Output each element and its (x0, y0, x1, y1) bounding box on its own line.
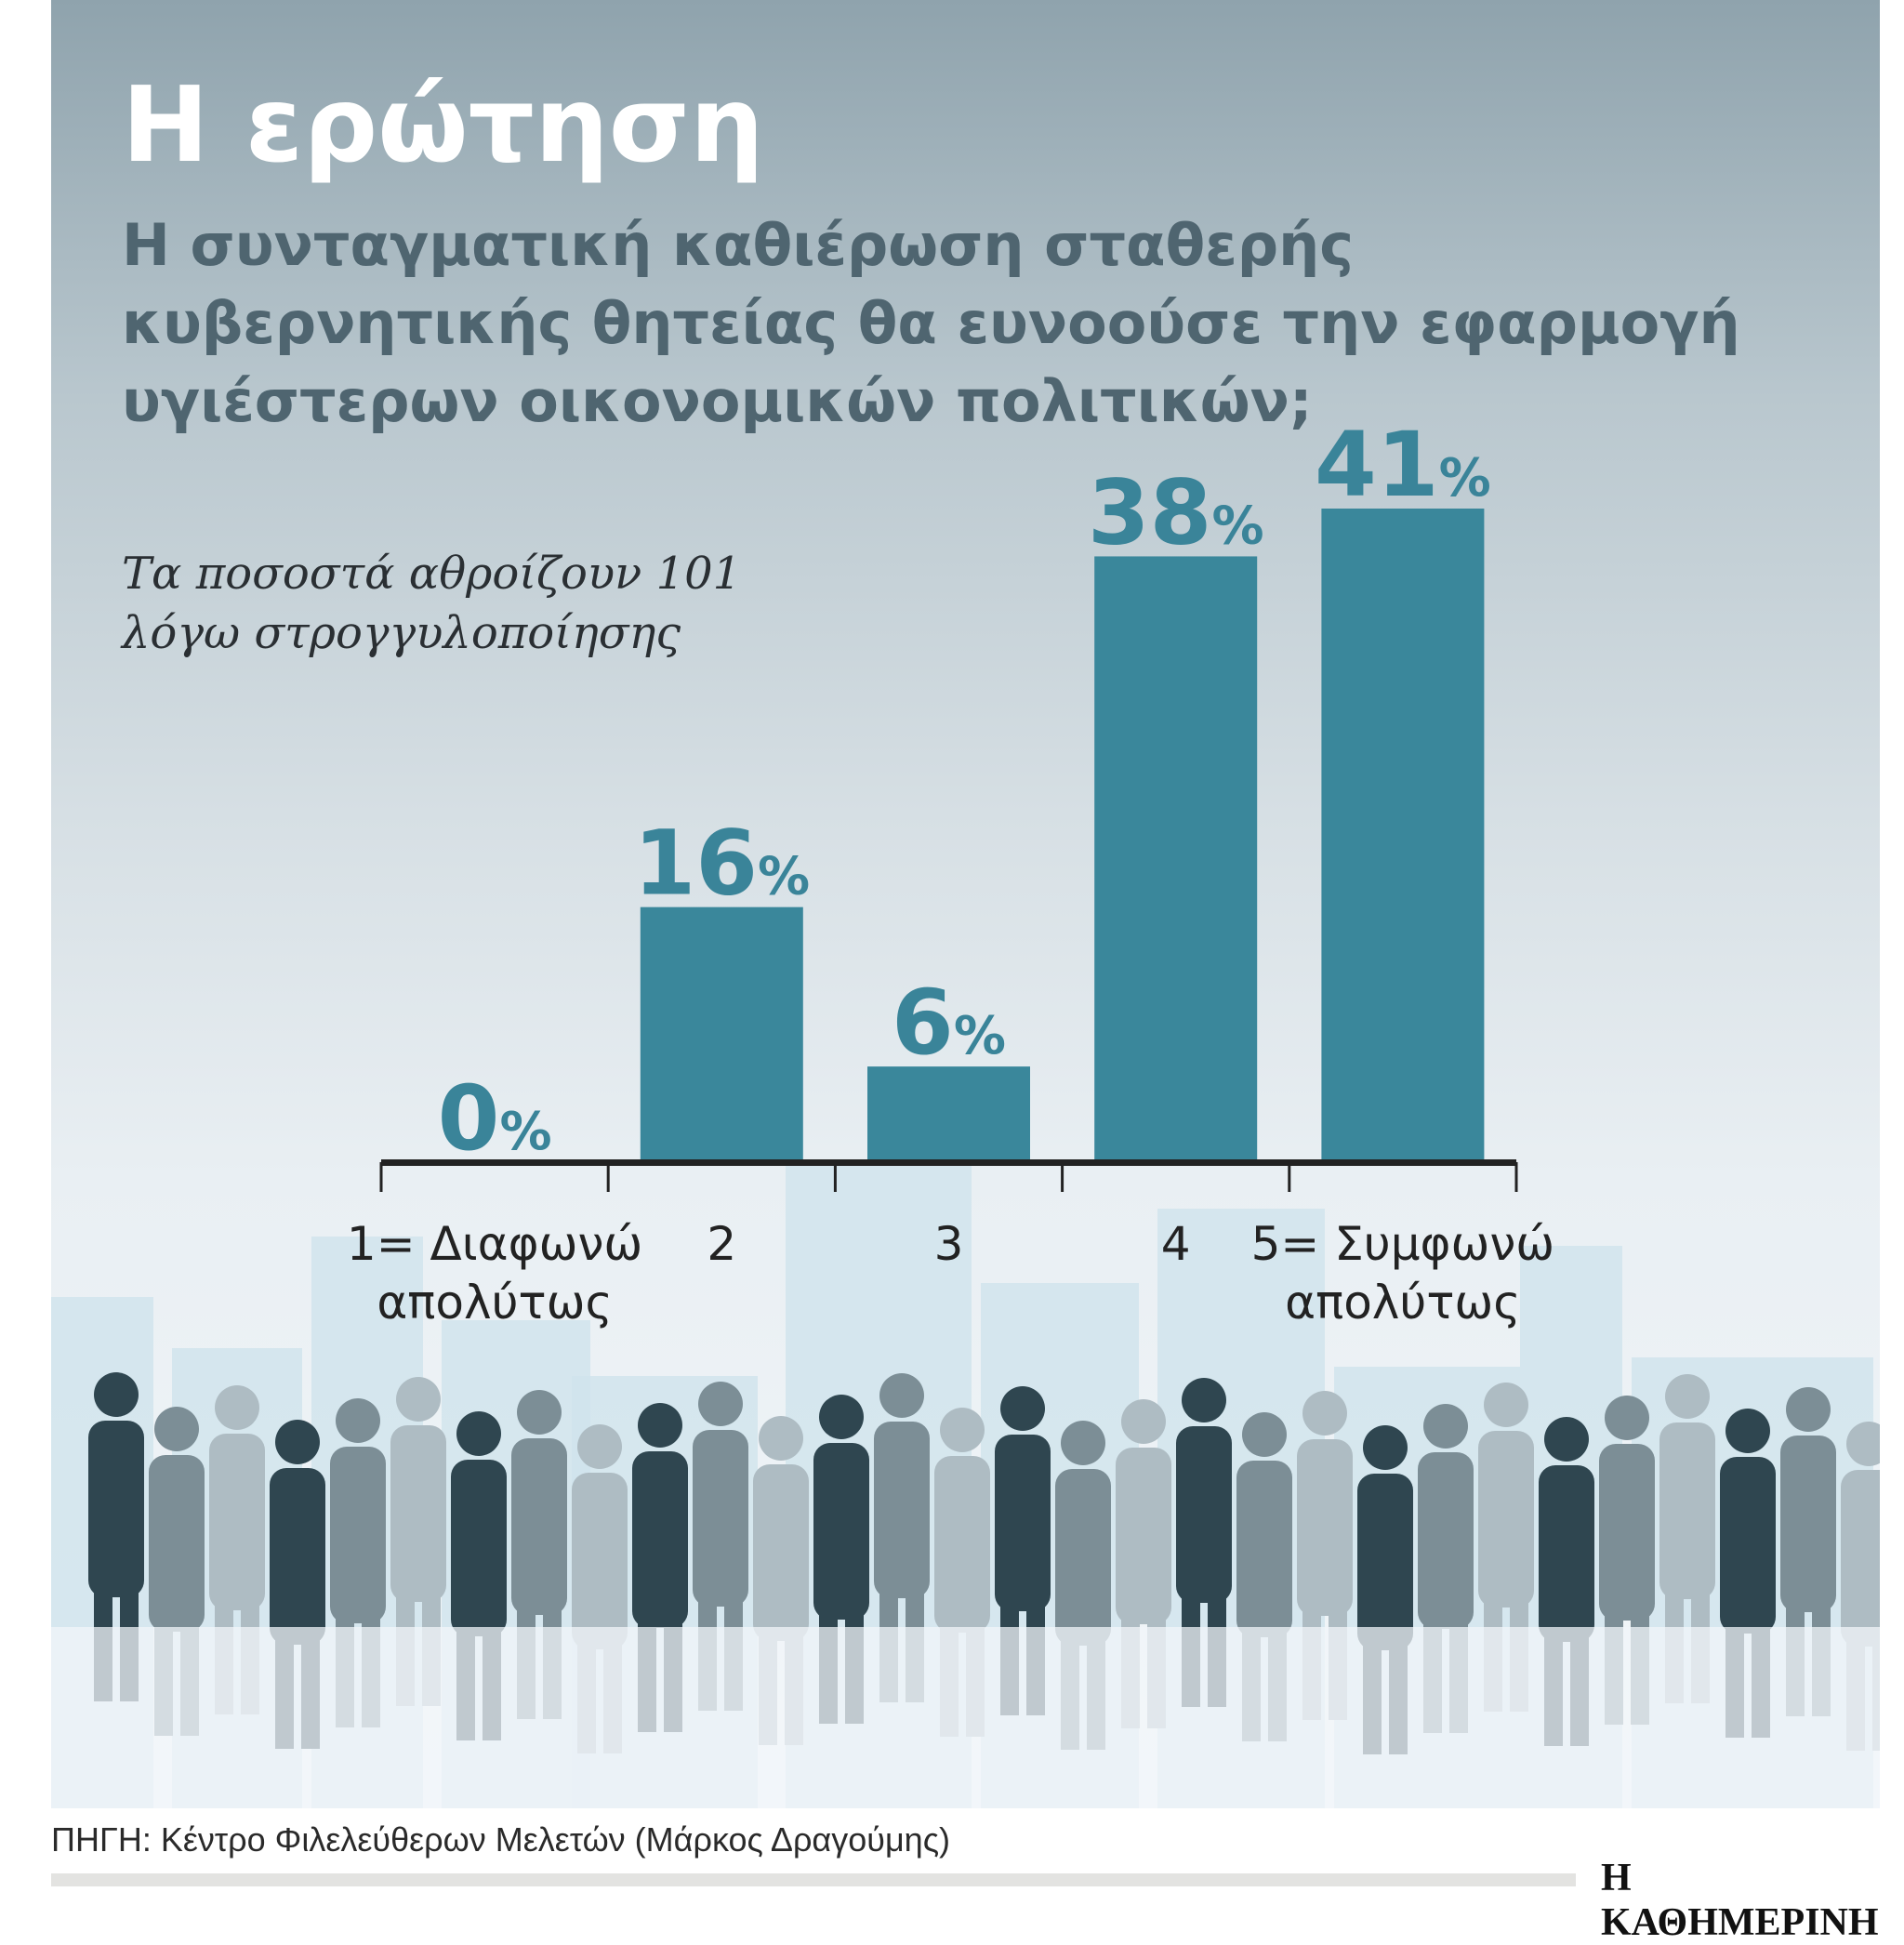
value-label: 38% (1088, 460, 1264, 564)
value-label: 6% (892, 971, 1006, 1075)
category-label: 2 (707, 1217, 736, 1271)
question-text: Η συνταγματική καθιέρωση σταθερής κυβερν… (122, 211, 1740, 435)
bar-5 (1321, 509, 1485, 1162)
category-label: 3 (934, 1217, 964, 1271)
axis-tick (379, 1162, 383, 1192)
category-label: 4 (1161, 1217, 1191, 1271)
footer-rule (51, 1873, 1576, 1886)
page-title: Η ερώτηση (122, 65, 764, 186)
category-label: 5= Συμφωνώ (1251, 1217, 1555, 1271)
reflection-fade (51, 1627, 1880, 1808)
category-label: απολύτως (1285, 1276, 1521, 1330)
axis-tick (1288, 1162, 1291, 1192)
value-label: 41% (1315, 413, 1491, 517)
crowd-silhouettes (51, 1162, 1880, 1808)
axis-tick (833, 1162, 837, 1192)
value-label: 16% (633, 812, 810, 916)
axis-tick (1061, 1162, 1064, 1192)
category-label: απολύτως (377, 1276, 613, 1330)
bar-2 (640, 906, 803, 1162)
bar-3 (867, 1066, 1030, 1162)
background-crowd-illustration (51, 0, 1880, 1808)
source-text: ΠΗΓΗ: Κέντρο Φιλελεύθερων Μελετών (Μάρκο… (51, 1820, 951, 1859)
note-line: Τα ποσοστά αθροίζουν 101 (122, 548, 742, 600)
rounding-note: Τα ποσοστά αθροίζουν 101 λόγω στρογγυλοπ… (122, 544, 741, 663)
axis-tick (606, 1162, 610, 1192)
kathimerini-logo: Η ΚΑΘΗΜΕΡΙΝΗ (1601, 1857, 1879, 1944)
note-line: λόγω στρογγυλοποίησης (122, 607, 681, 659)
value-label: 0% (438, 1066, 552, 1171)
category-label: 1= Διαφωνώ (347, 1217, 642, 1271)
axis-tick (1514, 1162, 1518, 1192)
bar-4 (1094, 556, 1258, 1162)
x-axis (381, 1159, 1516, 1166)
